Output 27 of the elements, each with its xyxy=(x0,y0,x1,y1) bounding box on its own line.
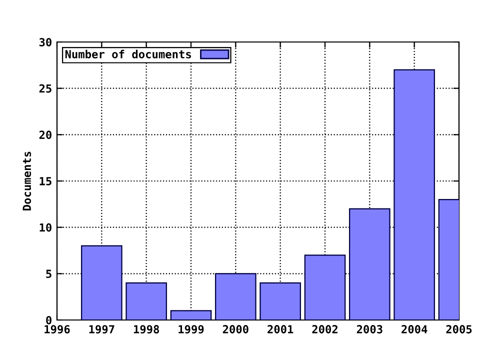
y-tick-label: 20 xyxy=(39,130,52,140)
x-tick-label: 1996 xyxy=(44,325,70,334)
x-tick-label: 1998 xyxy=(134,325,160,334)
y-tick-label: 25 xyxy=(39,84,52,93)
x-tick-label: 1999 xyxy=(178,325,204,334)
bar xyxy=(170,310,212,320)
x-tick-label: 1997 xyxy=(89,325,114,334)
y-tick-label: 10 xyxy=(40,223,52,232)
x-tick-label: 2005 xyxy=(446,325,472,334)
bar xyxy=(215,273,256,320)
bar xyxy=(260,282,301,320)
y-tick-label: 0 xyxy=(46,316,52,324)
y-tick-label: 5 xyxy=(46,270,52,278)
bar xyxy=(394,69,435,320)
bar xyxy=(349,208,390,320)
y-tick-label: 30 xyxy=(39,38,52,46)
y-axis-title: Documents xyxy=(22,152,32,210)
y-tick-label: 15 xyxy=(40,177,52,186)
x-tick-label: 2003 xyxy=(356,325,382,334)
x-tick-label: 2000 xyxy=(222,325,248,334)
x-tick-label: 2001 xyxy=(268,325,294,334)
x-tick-label: 2002 xyxy=(312,325,338,334)
legend-label: Number of documents xyxy=(65,50,191,58)
bar xyxy=(81,245,122,320)
bar xyxy=(304,254,346,320)
bar xyxy=(126,282,167,320)
x-tick-label: 2004 xyxy=(402,325,428,334)
